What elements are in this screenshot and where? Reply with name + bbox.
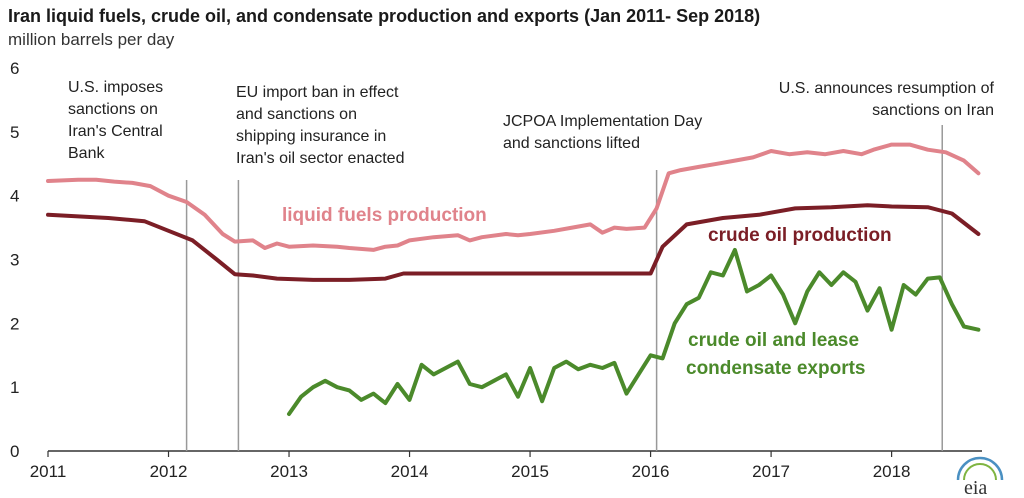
event-lines: [185, 125, 943, 451]
eia-logo: eia: [956, 456, 1004, 498]
x-tick-label: 2013: [270, 462, 308, 481]
y-tick-label: 0: [10, 442, 19, 461]
event-annotation-line: U.S. imposes: [68, 79, 163, 96]
logo-arc-inner-icon: [963, 463, 997, 481]
logo-arc-icon: [956, 456, 1004, 481]
event-annotation-line: Bank: [68, 145, 105, 162]
event-annotation-line: sanctions on: [68, 101, 158, 118]
y-tick-label: 2: [10, 314, 19, 333]
y-tick-label: 1: [10, 378, 19, 397]
event-annotation-line: Iran's oil sector enacted: [236, 150, 404, 167]
event-annotations: U.S. imposes sanctions on Iran's Central Ba…: [68, 79, 995, 167]
event-annotation-line: Iran's Central: [68, 123, 163, 140]
x-tick-label: 2015: [511, 462, 549, 481]
label-liquid-fuels: liquid fuels production: [282, 205, 487, 226]
event-annotation-line: U.S. announces resumption of: [779, 80, 995, 97]
logo-text: eia: [964, 477, 987, 498]
label-exports-line1: crude oil and lease: [688, 330, 859, 351]
event-annotation-line: EU import ban in effect: [236, 84, 399, 101]
series-lines: [46, 142, 981, 416]
label-exports-line2: condensate exports: [686, 358, 866, 379]
y-tick-label: 4: [10, 187, 19, 206]
x-tick-label: 2018: [873, 462, 911, 481]
x-tick-label: 2014: [391, 462, 429, 481]
event-annotation-line: sanctions on Iran: [872, 102, 994, 119]
event-annotation-line: and sanctions on: [236, 106, 357, 123]
x-axis: 2011 2012 2013 2014 2015 2016 2017 2018: [30, 450, 982, 481]
x-tick-label: 2011: [30, 462, 67, 481]
series-line-exports: [287, 247, 981, 416]
event-annotation-line: and sanctions lifted: [503, 135, 640, 152]
series-line-crude: [46, 203, 981, 282]
y-tick-label: 5: [10, 123, 19, 142]
x-tick-label: 2017: [752, 462, 790, 481]
y-tick-label: 6: [10, 59, 19, 78]
chart-title: Iran liquid fuels, crude oil, and conden…: [8, 6, 760, 26]
y-axis-label: million barrels per day: [8, 30, 175, 49]
y-axis-ticks: 0 1 2 3 4 5 6: [10, 59, 19, 461]
label-crude-oil: crude oil production: [708, 225, 892, 246]
event-annotation-line: JCPOA Implementation Day: [503, 113, 702, 130]
y-tick-label: 3: [10, 251, 19, 270]
x-tick-label: 2012: [150, 462, 188, 481]
series-line-liquid: [46, 142, 981, 252]
x-tick-label: 2016: [632, 462, 670, 481]
event-annotation-line: shipping insurance in: [236, 128, 386, 145]
